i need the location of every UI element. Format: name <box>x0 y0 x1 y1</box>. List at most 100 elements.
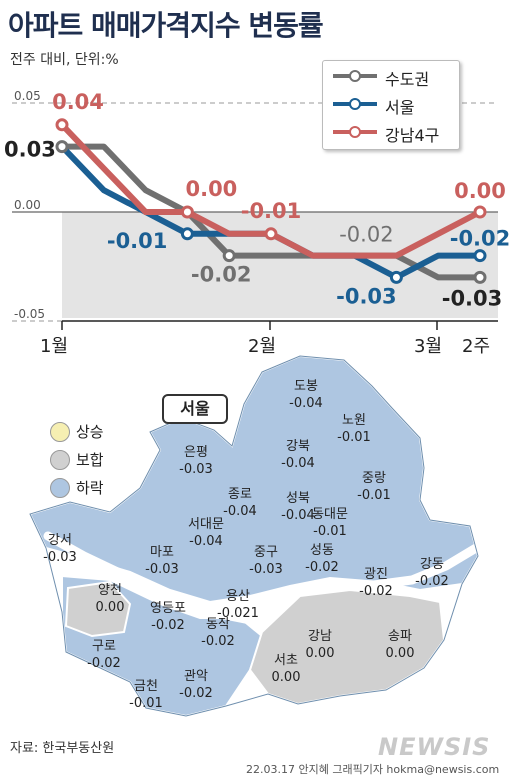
district-name: 광진 <box>364 567 388 582</box>
data-label: 0.03 <box>4 138 56 162</box>
newsis-logo: NEWSIS <box>378 733 491 761</box>
district-value: -0.02 <box>179 686 213 701</box>
district-value: -0.02 <box>415 574 449 589</box>
data-point <box>473 205 487 219</box>
district-value: -0.04 <box>281 508 315 523</box>
district-value: -0.04 <box>289 396 323 411</box>
data-point <box>222 249 236 263</box>
map-legend-item: 보합 <box>50 448 140 472</box>
legend-marker <box>349 70 361 82</box>
source-note: 자료: 한국부동산원 <box>10 741 115 756</box>
district-value: -0.03 <box>179 462 213 477</box>
district-name: 서초 <box>274 653 298 668</box>
map-legend-item: 상승 <box>50 420 140 444</box>
chart-title: 아파트 매매가격지수 변동률 <box>8 9 324 42</box>
district-value: -0.03 <box>249 562 283 577</box>
district-name: 중랑 <box>362 471 386 486</box>
map-region-yangcheon <box>64 580 132 638</box>
district-name: 양천 <box>98 583 122 598</box>
district-name: 영등포 <box>150 601 186 616</box>
district-name: 동대문 <box>312 507 348 522</box>
unit-label: 전주 대비, 단위:% <box>10 52 119 68</box>
district-value: -0.02 <box>201 634 235 649</box>
legend-item: 강남4구 <box>333 121 453 145</box>
map-legend-label: 하락 <box>76 479 104 497</box>
map-legend-swatch <box>50 422 70 442</box>
district-value: -0.03 <box>145 562 179 577</box>
map-legend-swatch <box>50 478 70 498</box>
data-point <box>473 270 487 284</box>
data-label: -0.03 <box>336 284 397 308</box>
district-value: -0.01 <box>129 696 163 711</box>
district-name: 강남 <box>308 629 332 644</box>
data-point <box>180 227 194 241</box>
district-name: 강동 <box>420 557 444 572</box>
series-line-0 <box>62 143 480 281</box>
data-point <box>264 227 278 241</box>
map-legend-swatch <box>50 450 70 470</box>
legend-item: 수도권 <box>333 65 453 89</box>
district-name: 강서 <box>48 533 72 548</box>
data-point <box>473 249 487 263</box>
district-value: -0.02 <box>87 656 121 671</box>
credit-line: 22.03.17 안지혜 그래픽기자 hokma@newsis.com <box>246 763 500 776</box>
y-tick-label: -0.05 <box>14 307 45 321</box>
han-river <box>43 531 481 625</box>
district-name: 성동 <box>310 543 334 558</box>
y-tick-label: 0.00 <box>14 198 41 212</box>
district-value: -0.01 <box>357 488 391 503</box>
district-value: -0.02 <box>305 560 339 575</box>
map-legend-item: 하락 <box>50 476 140 500</box>
data-point <box>55 140 69 154</box>
x-tick-label: 1월 <box>40 336 68 357</box>
data-point <box>180 205 194 219</box>
district-name: 마포 <box>150 545 174 560</box>
legend-label: 수도권 <box>385 70 430 89</box>
district-name: 강북 <box>286 439 310 454</box>
data-label: 0.00 <box>185 177 237 201</box>
district-value: -0.02 <box>359 584 393 599</box>
district-name: 종로 <box>228 487 252 502</box>
data-label: 0.00 <box>454 179 506 203</box>
y-tick-label: 0.05 <box>14 89 41 103</box>
district-name: 구로 <box>92 639 116 654</box>
district-value: -0.02 <box>151 618 185 633</box>
data-label: -0.01 <box>241 199 302 223</box>
district-value: -0.03 <box>43 550 77 565</box>
district-value: -0.021 <box>217 606 259 621</box>
district-value: -0.01 <box>337 430 371 445</box>
district-name: 도봉 <box>294 379 318 394</box>
district-name: 은평 <box>184 445 208 460</box>
x-tick-label: 2월 <box>248 336 276 357</box>
data-label: -0.01 <box>107 229 168 253</box>
district-name: 용산 <box>226 589 250 604</box>
map-region-southeast <box>248 588 446 706</box>
x-tick-label: 3월 <box>414 336 442 357</box>
district-name: 노원 <box>342 413 366 428</box>
legend-label: 서울 <box>385 98 415 117</box>
legend-marker <box>349 98 361 110</box>
district-value: 0.00 <box>306 646 335 661</box>
data-label: -0.02 <box>339 223 393 247</box>
map-legend-label: 상승 <box>76 423 104 441</box>
line-chart: 0.05 0.00 -0.05 1월 2월 3월 2주 0.03 -0.02 -0.… <box>4 89 510 357</box>
seoul-map: 도봉 -0.04 노원 -0.01 강북 -0.04 은평 -0.03 성북 -0.04 중랑 -0.… <box>28 354 481 718</box>
x-tick-label: 2주 <box>462 336 490 357</box>
data-point <box>389 270 403 284</box>
district-value: 0.00 <box>96 600 125 615</box>
district-name: 중구 <box>254 545 278 560</box>
data-label: -0.02 <box>450 227 511 251</box>
district-name: 서대문 <box>188 517 224 532</box>
district-name: 관악 <box>184 669 208 684</box>
district-value: -0.04 <box>189 534 223 549</box>
district-value: -0.01 <box>313 524 347 539</box>
legend-label: 강남4구 <box>385 126 440 145</box>
chart-legend: 수도권 서울 강남4구 <box>322 60 460 150</box>
data-label: -0.03 <box>442 286 503 310</box>
district-value: -0.04 <box>223 504 257 519</box>
map-outline <box>29 355 479 717</box>
district-value: -0.04 <box>281 456 315 471</box>
district-name: 성북 <box>286 491 310 506</box>
data-point <box>55 118 69 132</box>
